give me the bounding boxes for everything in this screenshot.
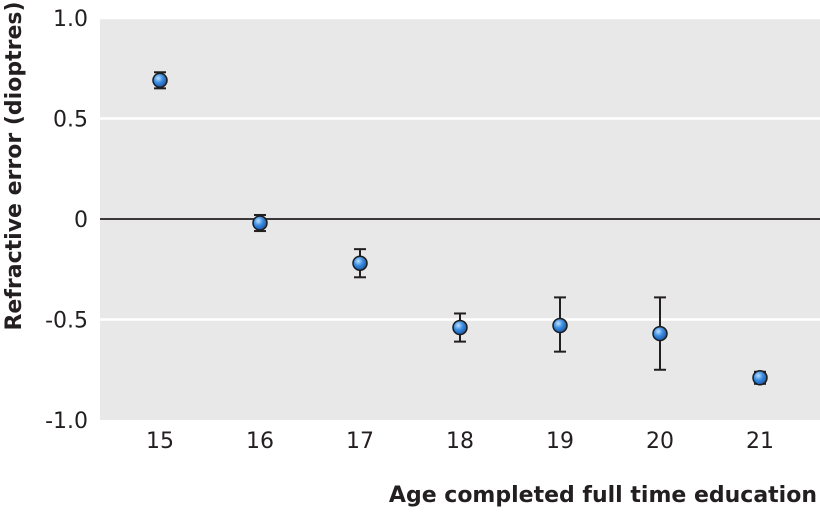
data-point [352, 248, 368, 279]
x-axis-title: Age completed full time education [389, 483, 817, 508]
data-point [752, 370, 768, 386]
y-tick-label: -0.5 [45, 309, 88, 334]
y-tick-label: -1.0 [45, 409, 88, 434]
x-tick-label: 16 [246, 429, 274, 454]
point-marker [552, 317, 568, 334]
x-tick-label: 15 [146, 429, 174, 454]
y-tick-label: 1.0 [53, 7, 88, 32]
data-points [152, 71, 768, 386]
y-axis-ticks: 1.0 0.5 0 -0.5 -1.0 [45, 7, 88, 434]
x-tick-label: 17 [346, 429, 374, 454]
x-axis-ticks: 15 16 17 18 19 20 21 [146, 429, 774, 454]
x-tick-label: 21 [746, 429, 774, 454]
y-axis-title: Refractive error (dioptres) [2, 1, 27, 330]
point-marker [152, 72, 168, 89]
point-marker [652, 325, 668, 342]
data-point [652, 296, 668, 371]
data-point [152, 71, 168, 90]
data-point [452, 312, 468, 343]
point-marker [252, 215, 268, 231]
data-point [552, 296, 568, 353]
point-marker [352, 255, 368, 271]
point-marker [752, 370, 768, 386]
data-point [252, 213, 268, 233]
y-tick-label: 0 [74, 208, 88, 233]
x-tick-label: 19 [546, 429, 574, 454]
x-tick-label: 20 [646, 429, 674, 454]
point-marker [452, 319, 468, 336]
y-tick-label: 0.5 [53, 108, 88, 133]
x-tick-label: 18 [446, 429, 474, 454]
